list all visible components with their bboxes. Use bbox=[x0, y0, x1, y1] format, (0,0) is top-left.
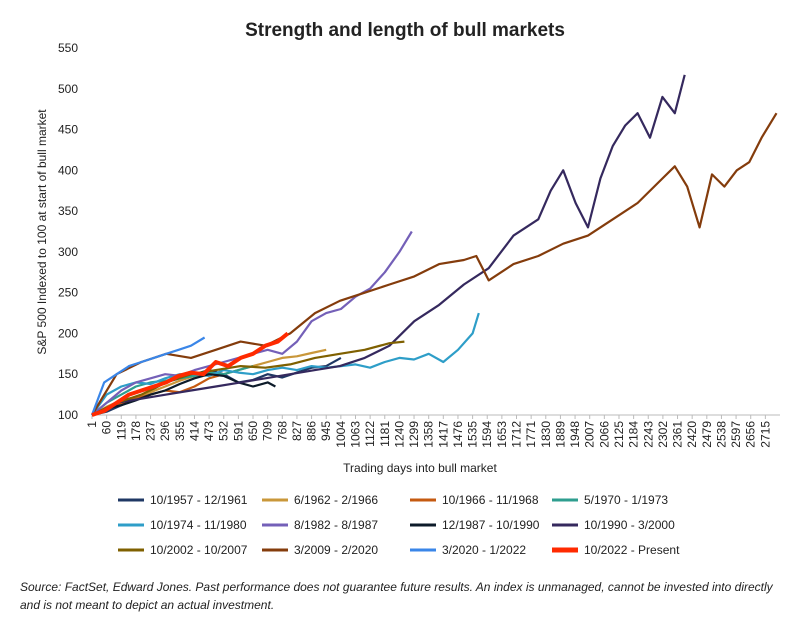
x-tick-label: 2125 bbox=[612, 421, 626, 448]
x-tick-label: 1004 bbox=[334, 421, 348, 448]
series-line bbox=[91, 74, 686, 416]
x-tick-label: 1653 bbox=[495, 421, 509, 448]
y-axis-label: S&P 500 Indexed to 100 at start of bull … bbox=[35, 109, 49, 355]
y-tick-label: 250 bbox=[58, 286, 78, 300]
x-tick-label: 1830 bbox=[539, 421, 553, 448]
x-tick-label: 1 bbox=[85, 421, 99, 428]
x-tick-label: 60 bbox=[100, 421, 114, 435]
series-line bbox=[91, 340, 405, 416]
series-line bbox=[91, 373, 276, 417]
x-axis-label: Trading days into bull market bbox=[343, 461, 497, 475]
chart-title: Strength and length of bull markets bbox=[245, 20, 565, 41]
x-tick-label: 178 bbox=[129, 421, 143, 441]
x-tick-label: 1063 bbox=[348, 421, 362, 448]
legend-label: 10/1957 - 12/1961 bbox=[150, 493, 248, 507]
legend-label: 8/1982 - 8/1987 bbox=[294, 518, 378, 532]
x-tick-label: 2243 bbox=[641, 421, 655, 448]
y-tick-label: 100 bbox=[58, 408, 78, 422]
x-tick-label: 355 bbox=[173, 421, 187, 441]
x-tick-label: 2007 bbox=[583, 421, 597, 448]
x-tick-label: 2656 bbox=[744, 421, 758, 448]
chart: Strength and length of bull markets S&P … bbox=[35, 20, 780, 557]
x-tick-label: 2597 bbox=[729, 421, 743, 448]
legend-label: 3/2020 - 1/2022 bbox=[442, 543, 526, 557]
y-tick-label: 200 bbox=[58, 326, 78, 340]
y-tick-label: 550 bbox=[58, 41, 78, 55]
legend-label: 10/1990 - 3/2000 bbox=[584, 518, 675, 532]
series-line bbox=[91, 230, 413, 416]
x-tick-label: 709 bbox=[261, 421, 275, 441]
x-tick-label: 1476 bbox=[451, 421, 465, 448]
legend-label: 12/1987 - 10/1990 bbox=[442, 518, 540, 532]
x-tick-label: 827 bbox=[290, 421, 304, 441]
legend-label: 6/1962 - 2/1966 bbox=[294, 493, 378, 507]
legend-label: 10/2002 - 10/2007 bbox=[150, 543, 248, 557]
x-tick-label: 2538 bbox=[714, 421, 728, 448]
x-tick-label: 532 bbox=[217, 421, 231, 441]
legend-label: 10/1974 - 11/1980 bbox=[150, 518, 247, 532]
x-tick-label: 414 bbox=[187, 421, 201, 441]
x-tick-label: 2066 bbox=[597, 421, 611, 448]
x-tick-label: 237 bbox=[144, 421, 158, 441]
x-tick-label: 2479 bbox=[700, 421, 714, 448]
x-tick-label: 1122 bbox=[363, 421, 377, 447]
x-tick-label: 1948 bbox=[568, 421, 582, 448]
x-tick-label: 1240 bbox=[392, 421, 406, 448]
series-line bbox=[90, 336, 206, 416]
y-tick-label: 400 bbox=[58, 163, 78, 177]
x-tick-label: 2715 bbox=[758, 421, 772, 448]
x-tick-label: 1771 bbox=[524, 421, 538, 448]
y-tick-label: 500 bbox=[58, 82, 78, 96]
x-tick-label: 650 bbox=[246, 421, 260, 441]
legend-label: 3/2009 - 2/2020 bbox=[294, 543, 378, 557]
x-tick-label: 2420 bbox=[685, 421, 699, 448]
legend-label: 10/1966 - 11/1968 bbox=[442, 493, 539, 507]
x-tick-label: 2302 bbox=[656, 421, 670, 448]
y-tick-label: 450 bbox=[58, 123, 78, 137]
x-tick-label: 119 bbox=[114, 421, 128, 440]
series-line bbox=[91, 312, 480, 416]
series-line bbox=[91, 112, 778, 416]
legend-label: 10/2022 - Present bbox=[584, 543, 680, 557]
x-tick-label: 473 bbox=[202, 421, 216, 441]
legend-label: 5/1970 - 1/1973 bbox=[584, 493, 668, 507]
x-tick-label: 2184 bbox=[627, 421, 641, 448]
x-tick-label: 1181 bbox=[378, 421, 392, 447]
x-tick-label: 1417 bbox=[436, 421, 450, 448]
series-line bbox=[91, 348, 327, 416]
x-tick-label: 768 bbox=[275, 421, 289, 441]
x-tick-label: 1712 bbox=[510, 421, 524, 448]
x-tick-label: 1594 bbox=[480, 421, 494, 448]
y-tick-label: 150 bbox=[58, 367, 78, 381]
x-tick-label: 945 bbox=[319, 421, 333, 441]
series-line bbox=[91, 331, 290, 417]
x-tick-label: 1535 bbox=[466, 421, 480, 448]
x-tick-label: 1358 bbox=[422, 421, 436, 448]
source-note: Source: FactSet, Edward Jones. Past perf… bbox=[20, 580, 773, 612]
x-tick-label: 1889 bbox=[553, 421, 567, 448]
x-tick-label: 1299 bbox=[407, 421, 421, 448]
x-tick-label: 886 bbox=[305, 421, 319, 441]
x-tick-label: 591 bbox=[231, 421, 245, 441]
y-tick-label: 300 bbox=[58, 245, 78, 259]
y-tick-label: 350 bbox=[58, 204, 78, 218]
x-tick-label: 2361 bbox=[671, 421, 685, 448]
x-tick-label: 296 bbox=[158, 421, 172, 441]
